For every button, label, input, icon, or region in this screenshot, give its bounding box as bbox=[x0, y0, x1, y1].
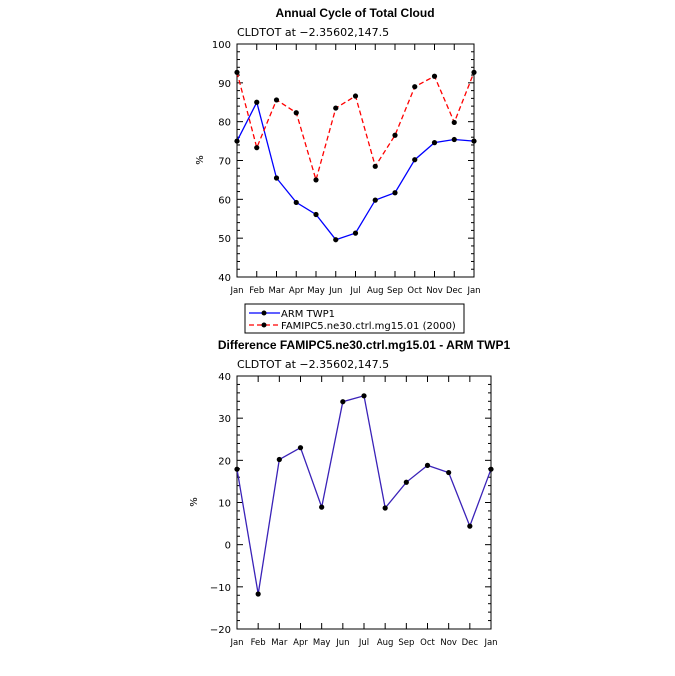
chart-title: Difference FAMIPC5.ne30.ctrl.mg15.01 - A… bbox=[218, 338, 511, 352]
x-tick-label: Jul bbox=[349, 286, 360, 296]
legend-label-model: FAMIPC5.ne30.ctrl.mg15.01 (2000) bbox=[281, 321, 456, 332]
series-line bbox=[236, 394, 492, 595]
y-tick-label: 30 bbox=[218, 414, 231, 425]
data-point bbox=[340, 399, 346, 405]
x-tick-label: Nov bbox=[426, 286, 443, 296]
x-tick-label: Oct bbox=[420, 638, 435, 648]
data-point bbox=[293, 110, 299, 116]
data-point bbox=[254, 145, 260, 151]
annual-cycle-panel: Annual Cycle of Total Cloud CLDTOT at −2… bbox=[195, 6, 481, 334]
data-point bbox=[333, 105, 339, 111]
x-tick-label: Jan bbox=[229, 638, 243, 648]
data-point bbox=[412, 84, 418, 90]
data-point bbox=[293, 199, 299, 206]
data-point bbox=[451, 136, 457, 143]
y-tick-label: −20 bbox=[210, 625, 231, 636]
data-point bbox=[471, 138, 477, 144]
data-point bbox=[234, 138, 240, 144]
data-point bbox=[424, 462, 431, 468]
x-tick-label: Aug bbox=[367, 286, 384, 296]
data-point bbox=[313, 177, 319, 183]
data-point bbox=[234, 466, 240, 472]
data-point bbox=[254, 99, 260, 105]
data-point bbox=[488, 466, 494, 472]
legend-marker-model bbox=[261, 322, 267, 328]
data-point bbox=[333, 237, 339, 243]
chart-subtitle: CLDTOT at −2.35602,147.5 bbox=[237, 26, 389, 39]
data-point bbox=[297, 445, 304, 451]
data-point bbox=[382, 505, 388, 511]
x-tick-label: Sep bbox=[387, 286, 403, 296]
plot-area: −20 −10 0 10 20 30 40 Jan Feb Mar Apr May Jun Jul Aug S… bbox=[210, 372, 498, 648]
x-tick-label: Jan bbox=[483, 638, 497, 648]
data-point bbox=[467, 523, 473, 529]
data-point bbox=[276, 456, 282, 463]
plot-frame bbox=[236, 375, 492, 630]
x-tick-label: Sep bbox=[398, 638, 414, 648]
difference-panel: Difference FAMIPC5.ne30.ctrl.mg15.01 - A… bbox=[189, 338, 510, 648]
legend-label-arm: ARM TWP1 bbox=[281, 309, 335, 320]
x-tick-label: Mar bbox=[271, 638, 288, 648]
data-point bbox=[273, 97, 280, 103]
data-point bbox=[471, 69, 477, 75]
series-line bbox=[236, 100, 475, 241]
data-point bbox=[431, 140, 438, 146]
data-point bbox=[372, 197, 378, 203]
data-point bbox=[352, 93, 359, 99]
data-point bbox=[255, 591, 261, 597]
data-point bbox=[403, 479, 409, 485]
x-tick-label: Apr bbox=[289, 286, 304, 296]
chart-subtitle: CLDTOT at −2.35602,147.5 bbox=[237, 358, 389, 371]
y-tick-label: 100 bbox=[212, 40, 231, 51]
x-tick-label: Jul bbox=[358, 638, 369, 648]
x-tick-label: Jan bbox=[466, 286, 480, 296]
plot-area: 40 50 60 70 80 90 100 Jan Feb Mar Apr May Jun Jul Aug S… bbox=[212, 40, 481, 296]
data-point bbox=[392, 190, 398, 196]
y-tick-label: 60 bbox=[218, 195, 231, 206]
data-point bbox=[412, 157, 418, 163]
legend-box bbox=[244, 303, 465, 334]
x-tick-label: Aug bbox=[377, 638, 394, 648]
legend-marker-arm bbox=[261, 310, 267, 316]
x-tick-label: Nov bbox=[440, 638, 457, 648]
x-tick-label: Jan bbox=[229, 286, 243, 296]
data-point bbox=[372, 163, 378, 169]
y-tick-label: 20 bbox=[218, 456, 231, 467]
x-tick-label: Oct bbox=[407, 286, 422, 296]
data-point bbox=[451, 119, 457, 126]
y-tick-label: 80 bbox=[218, 118, 231, 129]
data-point bbox=[319, 504, 325, 510]
y-tick-label: 40 bbox=[218, 372, 231, 383]
x-tick-label: Mar bbox=[268, 286, 285, 296]
data-point bbox=[234, 69, 240, 75]
x-tick-label: Dec bbox=[446, 286, 463, 296]
data-point bbox=[273, 175, 280, 181]
x-tick-label: Jun bbox=[335, 638, 349, 648]
y-axis-label: % bbox=[195, 155, 206, 165]
y-tick-label: 10 bbox=[218, 499, 231, 510]
y-tick-label: 40 bbox=[218, 273, 231, 284]
data-point bbox=[431, 73, 438, 79]
data-point bbox=[392, 132, 398, 138]
x-tick-label: May bbox=[313, 638, 331, 648]
x-tick-label: Feb bbox=[251, 638, 266, 648]
x-tick-label: Jun bbox=[328, 286, 342, 296]
y-tick-label: 50 bbox=[218, 234, 231, 245]
y-tick-label: 70 bbox=[218, 157, 231, 168]
x-tick-label: Feb bbox=[249, 286, 264, 296]
y-axis-label: % bbox=[189, 497, 200, 507]
chart-title: Annual Cycle of Total Cloud bbox=[275, 6, 434, 20]
y-tick-label: −10 bbox=[210, 583, 231, 594]
data-point bbox=[313, 211, 319, 218]
data-point bbox=[352, 230, 359, 236]
x-tick-label: Apr bbox=[293, 638, 308, 648]
x-tick-label: May bbox=[307, 286, 325, 296]
data-point bbox=[361, 393, 367, 399]
x-tick-label: Dec bbox=[462, 638, 479, 648]
data-point bbox=[446, 469, 452, 476]
legend: ARM TWP1 FAMIPC5.ne30.ctrl.mg15.01 (2000… bbox=[244, 303, 465, 334]
y-tick-label: 0 bbox=[225, 541, 231, 552]
y-tick-label: 90 bbox=[218, 79, 231, 90]
